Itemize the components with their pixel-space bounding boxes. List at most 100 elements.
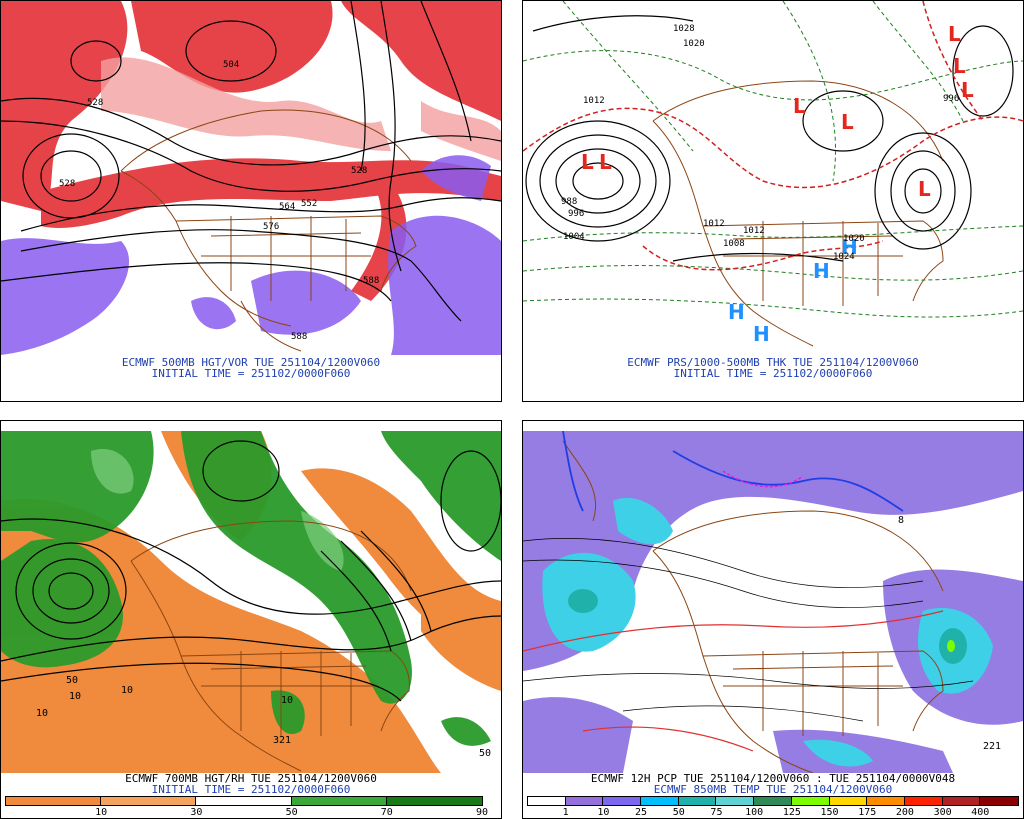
map-700mb: 10 10 10 10 50 321 50 <box>1 431 501 773</box>
map-700mb-svg: 10 10 10 10 50 321 50 <box>1 431 501 773</box>
svg-text:10: 10 <box>281 695 293 706</box>
legend-pcp-swatch <box>677 796 718 806</box>
legend-rh-tick-label: 90 <box>475 807 489 818</box>
caption-pcp-line1: ECMWF 12H PCP TUE 251104/1200V060 : TUE … <box>590 772 956 785</box>
svg-text:588: 588 <box>363 276 379 286</box>
svg-text:1012: 1012 <box>583 96 605 106</box>
svg-text:L: L <box>953 54 966 78</box>
legend-pcp-tick-label: 150 <box>820 807 839 818</box>
svg-text:528: 528 <box>59 179 75 189</box>
panel-700mb-rh: 10 10 10 10 50 321 50 ECMWF 700MB HGT/RH… <box>0 420 502 819</box>
svg-text:L: L <box>918 177 931 201</box>
svg-text:H: H <box>841 235 858 259</box>
legend-rh-tick-label: 10 <box>95 807 108 818</box>
svg-text:L: L <box>841 110 854 134</box>
svg-text:L: L <box>948 22 961 46</box>
legend-pcp-colorbar <box>527 796 1019 806</box>
svg-text:1020: 1020 <box>683 39 705 49</box>
legend-rh-ticks: 10 30 50 70 90 <box>6 807 488 819</box>
svg-text:10: 10 <box>69 691 81 702</box>
legend-pcp-tick-label: 50 <box>672 807 685 818</box>
svg-text:H: H <box>753 322 770 346</box>
svg-text:1008: 1008 <box>723 239 745 249</box>
svg-text:996: 996 <box>943 94 959 104</box>
svg-text:50: 50 <box>66 675 78 686</box>
svg-text:1020: 1020 <box>843 234 865 244</box>
legend-rh-swatch <box>4 796 103 806</box>
legend-pcp-tick-label: 300 <box>933 807 952 818</box>
caption-pcp-line2: ECMWF 850MB TEMP TUE 251104/1200V060 <box>653 783 893 796</box>
legend-pcp-tick-label: 75 <box>710 807 723 818</box>
svg-text:552: 552 <box>301 199 317 209</box>
svg-text:1024: 1024 <box>833 252 855 262</box>
caption-500mb-line2: INITIAL TIME = 251102/0000F060 <box>151 367 351 380</box>
svg-text:1028: 1028 <box>673 24 695 34</box>
svg-text:576: 576 <box>263 222 279 232</box>
legend-pcp-tick-label: 1 <box>562 807 569 818</box>
legend-rh-swatch <box>385 796 483 806</box>
svg-text:L: L <box>581 150 594 174</box>
map-pcp-svg: 8 221 <box>523 431 1023 773</box>
caption-500mb-line1: ECMWF 500MB HGT/VOR TUE 251104/1200V060 <box>121 356 381 369</box>
legend-pcp-swatch <box>527 796 567 806</box>
caption-mslp-line1: ECMWF PRS/1000-500MB THK TUE 251104/1200… <box>627 356 919 369</box>
legend-rh-swatch <box>290 796 388 806</box>
legend-pcp-swatch <box>903 796 944 806</box>
map-mslp: L L L L L L L L H H H H 1028 1012 1020 1… <box>523 1 1023 355</box>
legend-pcp-swatch <box>828 796 869 806</box>
svg-text:50: 50 <box>479 748 491 759</box>
legend-pcp-ticks: 1 10 25 50 75 100 125 150 175 200 300 400 <box>528 807 1018 819</box>
legend-rh-colorbar <box>4 796 483 806</box>
legend-rh-tick-label: 50 <box>285 807 298 818</box>
svg-text:1004: 1004 <box>563 232 585 242</box>
legend-rh-tick-label: 30 <box>190 807 203 818</box>
svg-text:10: 10 <box>121 685 133 696</box>
svg-text:564: 564 <box>279 202 295 212</box>
legend-pcp-swatch <box>602 796 643 806</box>
svg-text:L: L <box>961 78 974 102</box>
map-500mb: 528 564 552 576 588 504 528 528 588 <box>1 1 501 355</box>
legend-pcp-tick-label: 100 <box>745 807 764 818</box>
panel-500mb: 528 564 552 576 588 504 528 528 588 ECMW… <box>0 0 502 402</box>
panel-pcp-temp: 8 221 ECMWF 12H PCP TUE 251104/1200V060 … <box>522 420 1024 819</box>
svg-text:528: 528 <box>351 166 367 176</box>
map-mslp-svg: L L L L L L L L H H H H 1028 1012 1020 1… <box>523 1 1023 355</box>
legend-pcp-swatch <box>979 796 1019 806</box>
svg-text:988: 988 <box>561 197 577 207</box>
legend-pcp-swatch <box>753 796 793 806</box>
legend-pcp-tick-label: 175 <box>858 807 877 818</box>
caption-700mb-line2: INITIAL TIME = 251102/0000F060 <box>151 783 351 796</box>
map-500mb-svg: 528 564 552 576 588 504 528 528 588 <box>1 1 501 355</box>
legend-rh-tick-label: 70 <box>380 807 393 818</box>
legend-pcp-tick-label: 10 <box>597 807 610 818</box>
legend-pcp-swatch <box>715 796 756 806</box>
svg-text:996: 996 <box>568 209 584 219</box>
svg-text:504: 504 <box>223 60 239 70</box>
legend-pcp-swatch <box>564 796 605 806</box>
svg-text:10: 10 <box>36 708 48 719</box>
panel-mslp-thickness: L L L L L L L L H H H H 1028 1012 1020 1… <box>522 0 1024 402</box>
svg-text:321: 321 <box>273 735 291 746</box>
svg-text:1012: 1012 <box>743 226 765 236</box>
legend-pcp-swatch <box>866 796 906 806</box>
map-pcp: 8 221 <box>523 431 1023 773</box>
legend-pcp-tick-label: 200 <box>895 807 914 818</box>
legend-pcp-swatch <box>640 796 680 806</box>
svg-text:221: 221 <box>983 741 1001 752</box>
svg-text:8: 8 <box>898 515 904 526</box>
legend-pcp-swatch <box>790 796 831 806</box>
legend-pcp-swatch <box>941 796 982 806</box>
legend-rh-swatch <box>100 796 198 806</box>
caption-700mb-line1: ECMWF 700MB HGT/RH TUE 251104/1200V060 <box>125 772 377 785</box>
svg-text:588: 588 <box>291 332 307 342</box>
svg-text:1012: 1012 <box>703 219 725 229</box>
svg-text:528: 528 <box>87 98 103 108</box>
legend-rh-swatch <box>195 796 293 806</box>
caption-mslp-line2: INITIAL TIME = 251102/0000F060 <box>673 367 873 380</box>
svg-text:H: H <box>813 259 830 283</box>
legend-pcp-tick-label: 400 <box>971 807 990 818</box>
legend-pcp-tick-label: 25 <box>635 807 648 818</box>
svg-text:H: H <box>728 300 745 324</box>
legend-pcp-tick-label: 125 <box>782 807 801 818</box>
svg-text:L: L <box>793 94 806 118</box>
